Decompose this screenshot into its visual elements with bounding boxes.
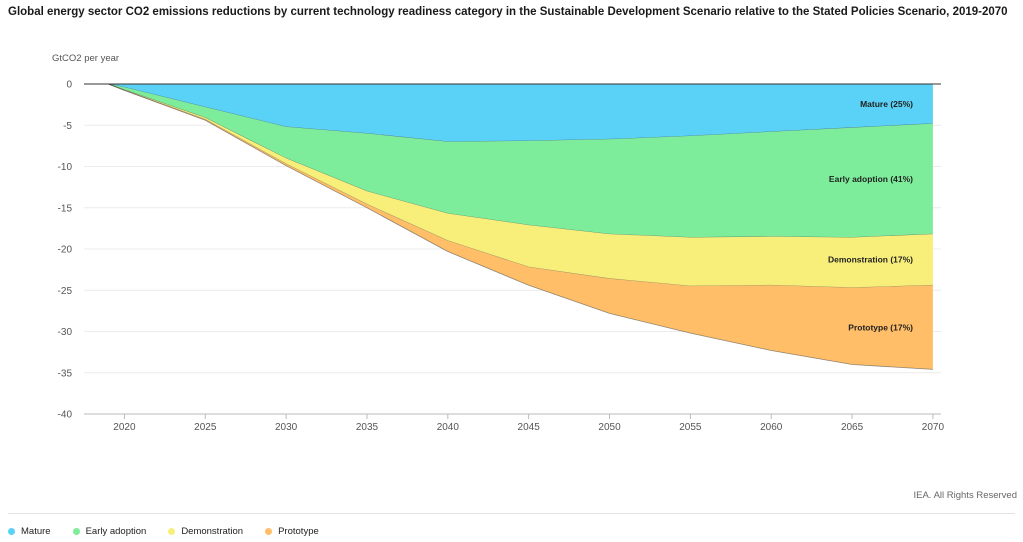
x-tick-label: 2045 — [518, 422, 541, 433]
series-label: Mature (25%) — [860, 99, 913, 109]
x-tick-label: 2040 — [437, 422, 460, 433]
legend-dot-mature — [8, 528, 15, 535]
y-tick-label: -15 — [58, 203, 73, 214]
series-label: Demonstration (17%) — [828, 255, 913, 265]
axes: 0 -5 -10 -15 -20 -25 -30 -35 -40 2020 2025 2030 2035… — [58, 80, 945, 434]
legend-dot-demonstration — [168, 528, 176, 535]
legend-item-early-adoption[interactable]: Early adoption — [72, 526, 147, 537]
legend-item-prototype[interactable]: Prototype — [265, 526, 319, 537]
legend-label-mature: Mature — [21, 526, 51, 537]
y-tick-label: -40 — [58, 410, 73, 421]
x-tick-label: 2025 — [194, 422, 217, 433]
x-tick-label: 2030 — [275, 422, 298, 433]
area-early-adoption[interactable] — [108, 84, 933, 238]
x-tick-label: 2060 — [760, 422, 783, 433]
series-labels: Mature (25%) Early adoption (41%) Demonstr… — [828, 99, 913, 333]
y-tick-label: -35 — [58, 368, 73, 379]
legend-label-early-adoption: Early adoption — [85, 526, 147, 537]
y-tick-label: -25 — [58, 286, 73, 297]
y-tick-label: -20 — [58, 245, 73, 256]
x-tick-label: 2050 — [598, 422, 621, 433]
chart-title: Global energy sector CO2 emissions reduc… — [8, 6, 1008, 18]
legend-label-prototype: Prototype — [278, 526, 319, 537]
x-tick-label: 2070 — [922, 422, 945, 433]
x-tick-label: 2035 — [356, 422, 379, 433]
legend-dot-early-adoption — [72, 528, 80, 535]
area-series — [108, 83, 933, 370]
area-chart: 0 -5 -10 -15 -20 -25 -30 -35 -40 2020 2025 2030 2035… — [58, 80, 945, 434]
y-axis-label: GtCO2 per year — [52, 53, 120, 64]
area-mature[interactable] — [108, 84, 933, 142]
x-tick-label: 2065 — [841, 422, 864, 433]
legend-dot-prototype — [265, 528, 273, 535]
y-tick-label: -10 — [58, 162, 73, 173]
x-tick-label: 2055 — [679, 422, 702, 433]
y-tick-label: -5 — [63, 121, 72, 132]
legend: Mature Early adoption Demonstration Prot… — [8, 526, 319, 537]
area-boundary-line — [108, 83, 933, 370]
x-tick-label: 2020 — [113, 422, 136, 433]
divider — [8, 513, 1015, 514]
series-label: Prototype (17%) — [848, 322, 913, 332]
area-prototype[interactable] — [108, 84, 933, 370]
y-tick-label: 0 — [66, 80, 72, 91]
credit-text: IEA. All Rights Reserved — [913, 490, 1018, 501]
series-label: Early adoption (41%) — [829, 174, 913, 184]
legend-item-demonstration[interactable]: Demonstration — [168, 526, 243, 537]
legend-label-demonstration: Demonstration — [181, 526, 244, 537]
area-demonstration[interactable] — [108, 84, 933, 288]
y-tick-label: -30 — [58, 327, 73, 338]
legend-item-mature[interactable]: Mature — [8, 526, 51, 537]
